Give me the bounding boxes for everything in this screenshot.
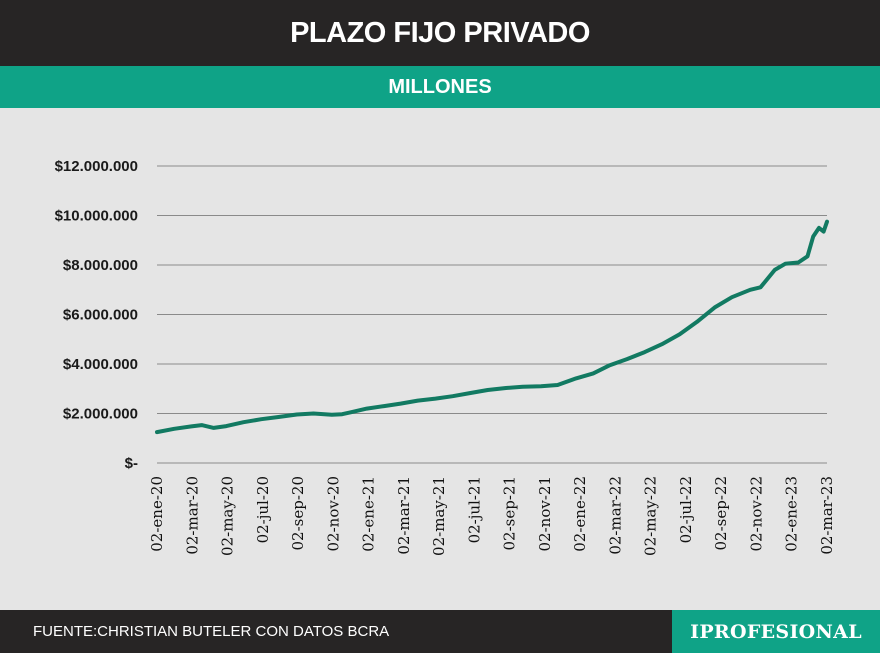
data-point [189, 424, 193, 428]
x-tick-label: 02-may-20 [219, 476, 237, 556]
data-point [521, 385, 525, 389]
data-point [758, 285, 763, 289]
data-point [172, 427, 176, 431]
data-point [817, 226, 821, 230]
series-line [155, 219, 829, 435]
x-tick-label: 02-ene-21 [360, 476, 378, 552]
data-point [811, 234, 815, 239]
data-point [556, 383, 560, 387]
data-point [486, 388, 490, 392]
x-tick-label: 02-ene-23 [783, 476, 801, 552]
data-point [259, 417, 263, 421]
data-point [783, 262, 787, 266]
data-point [330, 413, 334, 417]
x-tick-label: 02-sep-21 [501, 476, 519, 551]
data-point [200, 423, 204, 427]
data-point [241, 420, 246, 424]
data-point [695, 320, 699, 324]
y-tick-label: $8.000.000 [63, 257, 138, 274]
chart-area: $- $2.000.000 $4.000.000 $6.000.000 $8.000.0… [0, 108, 880, 610]
brand-name: IPROFESIONAL [690, 620, 862, 643]
x-tick-label: 02-nov-20 [324, 476, 342, 551]
data-point [451, 394, 455, 398]
data-point [468, 391, 473, 395]
data-point [224, 424, 228, 428]
x-tick-label: 02-jul-20 [254, 476, 272, 543]
data-point [365, 407, 369, 411]
data-point [340, 412, 344, 416]
x-tick-label: 02-may-22 [642, 476, 660, 556]
x-tick-label: 02-mar-23 [818, 476, 836, 555]
y-tick-label: $12.000.000 [55, 158, 138, 175]
x-tick-label: 02-mar-20 [183, 476, 201, 555]
data-point [399, 402, 403, 406]
data-point [730, 295, 734, 299]
x-tick-label: 02-ene-20 [148, 476, 166, 552]
data-point [773, 268, 777, 272]
data-point [574, 376, 578, 380]
data-point [311, 411, 316, 416]
data-point [748, 288, 752, 292]
data-point [212, 426, 216, 430]
data-point [504, 386, 508, 390]
data-point [295, 412, 299, 417]
data-point [539, 384, 543, 388]
line-chart: $- $2.000.000 $4.000.000 $6.000.000 $8.000.0… [55, 158, 836, 556]
data-point [433, 397, 438, 401]
x-tick-label: 02-sep-22 [712, 476, 730, 551]
y-tick-label: $6.000.000 [63, 307, 138, 324]
subtitle-bar: MILLONES [0, 66, 880, 108]
x-tick-label: 02-mar-21 [395, 476, 413, 555]
data-point [608, 363, 612, 367]
y-tick-label: $4.000.000 [63, 356, 138, 373]
x-tick-label: 02-mar-22 [606, 476, 624, 555]
x-tick-label: 02-sep-20 [289, 476, 307, 551]
brand-logo: IPROFESIONAL [672, 610, 880, 653]
x-tick-label: 02-jul-21 [465, 476, 483, 543]
data-point [155, 430, 159, 434]
y-tick-label: $2.000.000 [63, 406, 138, 423]
title-bar: PLAZO FIJO PRIVADO [0, 0, 880, 66]
chart-subtitle: MILLONES [388, 75, 492, 98]
x-tick-label: 02-nov-21 [536, 476, 554, 551]
chart-title: PLAZO FIJO PRIVADO [290, 16, 590, 49]
data-point [416, 399, 420, 403]
y-tick-label: $10.000.000 [55, 208, 138, 225]
data-point [643, 350, 647, 354]
x-tick-label: 02-ene-22 [571, 476, 589, 552]
data-point [822, 230, 826, 234]
source-note: FUENTE:CHRISTIAN BUTELER CON DATOS BCRA [33, 623, 390, 640]
data-point [276, 415, 281, 419]
data-point [825, 220, 829, 224]
data-point [805, 254, 810, 258]
footer: FUENTE:CHRISTIAN BUTELER CON DATOS BCRA … [0, 610, 880, 653]
data-point [591, 371, 595, 375]
data-point [678, 332, 682, 336]
x-tick-label: 02-jul-22 [677, 476, 695, 543]
x-tick-label: 02-nov-22 [747, 476, 765, 551]
data-point [796, 260, 800, 265]
data-point [625, 357, 629, 361]
data-point [713, 305, 717, 309]
data-point [660, 342, 664, 346]
data-point [382, 404, 386, 408]
y-tick-label: $- [125, 455, 138, 472]
x-tick-label: 02-may-21 [430, 476, 448, 556]
data-point [349, 410, 353, 414]
